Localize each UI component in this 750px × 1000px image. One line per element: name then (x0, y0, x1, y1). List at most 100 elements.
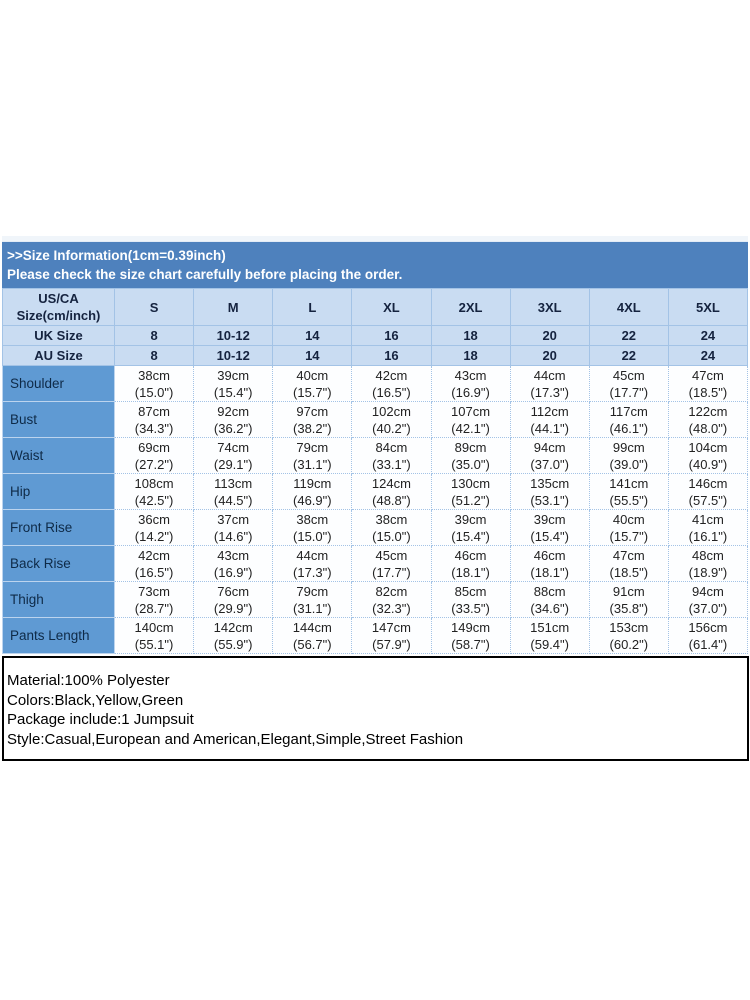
measurement-cell: 149cm (58.7") (430, 617, 511, 654)
measurement-cell: 88cm (34.6") (509, 581, 590, 618)
measurement-cell: 45cm (17.7") (351, 545, 432, 582)
row-label: Back Rise (2, 545, 115, 582)
au-size-row: AU Size 8 10-12 14 16 18 20 22 24 (2, 345, 749, 366)
uk-size-value: 8 (113, 325, 195, 346)
row-label: Bust (2, 401, 115, 438)
uk-size-value: 20 (509, 325, 590, 346)
size-table-body: Shoulder 38cm (15.0") 39cm (15.4") 40cm … (2, 365, 749, 654)
measurement-cell: 43cm (16.9") (430, 365, 511, 402)
info-line-style: Style:Casual,European and American,Elega… (7, 730, 464, 748)
measurement-cell: 46cm (18.1") (509, 545, 590, 582)
au-size-label: AU Size (2, 345, 115, 366)
row-label: Front Rise (2, 509, 115, 546)
table-row-bust: Bust 87cm (34.3") 92cm (36.2") 97cm (38.… (2, 401, 749, 438)
table-row-hip: Hip 108cm (42.5") 113cm (44.5") 119cm (4… (2, 473, 749, 510)
size-column-header: 5XL (667, 288, 749, 326)
banner-title: >>Size Information(1cm=0.39inch) (7, 248, 226, 263)
size-header-row: US/CA Size(cm/inch) S M L XL 2XL 3XL 4XL… (2, 288, 749, 326)
measurement-cell: 151cm (59.4") (509, 617, 590, 654)
row-label: Waist (2, 437, 115, 474)
measurement-cell: 79cm (31.1") (272, 437, 353, 474)
measurement-cell: 82cm (32.3") (351, 581, 432, 618)
table-row-thigh: Thigh 73cm (28.7") 76cm (29.9") 79cm (31… (2, 581, 749, 618)
uk-size-value: 24 (667, 325, 749, 346)
table-row-front-rise: Front Rise 36cm (14.2") 37cm (14.6") 38c… (2, 509, 749, 546)
au-size-value: 18 (430, 345, 511, 366)
measurement-cell: 44cm (17.3") (272, 545, 353, 582)
size-chart-table: US/CA Size(cm/inch) S M L XL 2XL 3XL 4XL… (2, 288, 749, 654)
size-column-header: 2XL (430, 288, 511, 326)
measurement-cell: 117cm (46.1") (588, 401, 669, 438)
uk-size-value: 10-12 (193, 325, 274, 346)
measurement-cell: 40cm (15.7") (272, 365, 353, 402)
table-row-waist: Waist 69cm (27.2") 74cm (29.1") 79cm (31… (2, 437, 749, 474)
measurement-cell: 140cm (55.1") (113, 617, 195, 654)
measurement-cell: 39cm (15.4") (509, 509, 590, 546)
uk-size-row: UK Size 8 10-12 14 16 18 20 22 24 (2, 325, 749, 346)
info-line-package: Package include:1 Jumpsuit (7, 711, 194, 728)
measurement-cell: 47cm (18.5") (667, 365, 749, 402)
measurement-cell: 141cm (55.5") (588, 473, 669, 510)
measurement-cell: 37cm (14.6") (193, 509, 274, 546)
measurement-cell: 74cm (29.1") (193, 437, 274, 474)
measurement-cell: 142cm (55.9") (193, 617, 274, 654)
measurement-cell: 122cm (48.0") (667, 401, 749, 438)
measurement-cell: 69cm (27.2") (113, 437, 195, 474)
measurement-cell: 92cm (36.2") (193, 401, 274, 438)
measurement-cell: 97cm (38.2") (272, 401, 353, 438)
measurement-cell: 112cm (44.1") (509, 401, 590, 438)
measurement-cell: 47cm (18.5") (588, 545, 669, 582)
measurement-cell: 45cm (17.7") (588, 365, 669, 402)
measurement-cell: 84cm (33.1") (351, 437, 432, 474)
size-column-header: M (193, 288, 274, 326)
measurement-cell: 43cm (16.9") (193, 545, 274, 582)
size-column-header: 3XL (509, 288, 590, 326)
measurement-cell: 113cm (44.5") (193, 473, 274, 510)
au-size-value: 8 (113, 345, 195, 366)
uk-size-value: 16 (351, 325, 432, 346)
measurement-cell: 91cm (35.8") (588, 581, 669, 618)
info-line-colors: Colors:Black,Yellow,Green (7, 691, 184, 709)
size-column-header: XL (351, 288, 432, 326)
measurement-cell: 107cm (42.1") (430, 401, 511, 438)
measurement-cell: 89cm (35.0") (430, 437, 511, 474)
measurement-cell: 135cm (53.1") (509, 473, 590, 510)
au-size-value: 16 (351, 345, 432, 366)
table-row-back-rise: Back Rise 42cm (16.5") 43cm (16.9") 44cm… (2, 545, 749, 582)
au-size-value: 14 (272, 345, 353, 366)
info-line-material: Material:100% Polyester (7, 672, 170, 689)
uk-size-value: 22 (588, 325, 669, 346)
measurement-cell: 39cm (15.4") (193, 365, 274, 402)
product-info-box: Material:100% Polyester Colors:Black,Yel… (2, 656, 749, 761)
measurement-cell: 87cm (34.3") (113, 401, 195, 438)
measurement-cell: 104cm (40.9") (667, 437, 749, 474)
table-row-pants-length: Pants Length 140cm (55.1") 142cm (55.9")… (2, 617, 749, 654)
measurement-cell: 153cm (60.2") (588, 617, 669, 654)
au-size-value: 10-12 (193, 345, 274, 366)
row-label: Pants Length (2, 617, 115, 654)
row-label: Shoulder (2, 365, 115, 402)
measurement-cell: 42cm (16.5") (113, 545, 195, 582)
measurement-cell: 108cm (42.5") (113, 473, 195, 510)
size-unit-header: US/CA Size(cm/inch) (2, 288, 115, 326)
measurement-cell: 48cm (18.9") (667, 545, 749, 582)
uk-size-label: UK Size (2, 325, 115, 346)
measurement-cell: 144cm (56.7") (272, 617, 353, 654)
size-column-header: L (272, 288, 353, 326)
measurement-cell: 79cm (31.1") (272, 581, 353, 618)
size-column-header: S (113, 288, 195, 326)
size-chart-content: >>Size Information(1cm=0.39inch) Please … (2, 236, 749, 761)
measurement-cell: 44cm (17.3") (509, 365, 590, 402)
measurement-cell: 42cm (16.5") (351, 365, 432, 402)
banner-subtitle: Please check the size chart carefully be… (7, 267, 403, 282)
uk-size-value: 18 (430, 325, 511, 346)
measurement-cell: 124cm (48.8") (351, 473, 432, 510)
uk-size-value: 14 (272, 325, 353, 346)
measurement-cell: 36cm (14.2") (113, 509, 195, 546)
measurement-cell: 102cm (40.2") (351, 401, 432, 438)
measurement-cell: 147cm (57.9") (351, 617, 432, 654)
measurement-cell: 130cm (51.2") (430, 473, 511, 510)
measurement-cell: 41cm (16.1") (667, 509, 749, 546)
measurement-cell: 40cm (15.7") (588, 509, 669, 546)
